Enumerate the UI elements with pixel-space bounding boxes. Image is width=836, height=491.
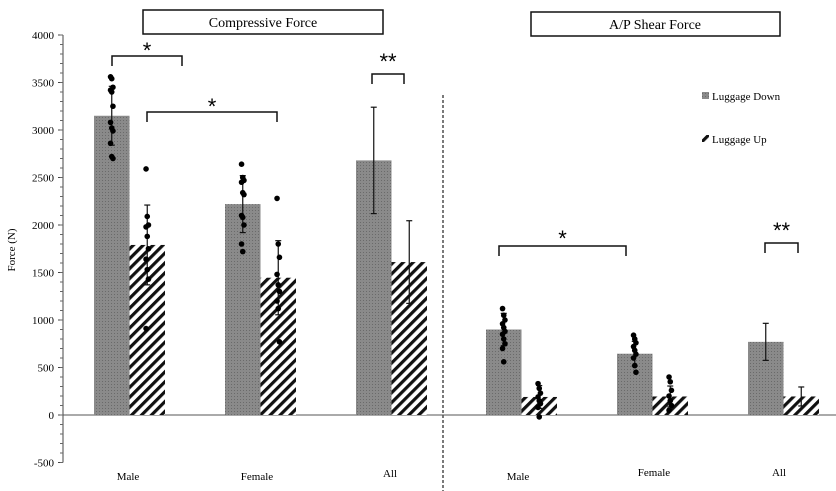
data-point	[666, 407, 672, 414]
data-point	[668, 402, 675, 409]
data-point	[499, 345, 506, 352]
data-point	[666, 374, 672, 380]
data-point	[502, 340, 508, 347]
data-point	[108, 75, 115, 82]
data-point	[238, 241, 245, 247]
data-point	[276, 254, 283, 261]
x-tick-label: Male	[117, 471, 140, 483]
data-point	[143, 256, 149, 263]
chart-title-shear: A/P Shear Force	[609, 18, 701, 33]
significance-bracket	[498, 245, 627, 256]
data-point	[143, 166, 149, 172]
data-point	[500, 336, 507, 342]
data-point	[633, 369, 639, 376]
data-point	[238, 179, 245, 186]
significance-marker: *	[208, 94, 217, 119]
chart-title-compressive: Compressive Force	[209, 16, 317, 31]
legend-swatch-down	[702, 92, 709, 99]
legend-label-down: Luggage Down	[712, 91, 781, 103]
significance-bracket	[764, 242, 799, 253]
data-point	[536, 414, 543, 420]
significance-marker: **	[773, 218, 791, 243]
data-point	[110, 103, 116, 110]
data-point	[668, 387, 675, 394]
bar-luggage-down	[94, 115, 130, 415]
x-tick-label: All	[772, 467, 786, 479]
data-point	[238, 161, 245, 167]
data-point	[110, 155, 116, 162]
title-box-shear	[530, 11, 781, 37]
data-point	[239, 248, 246, 255]
y-tick-label: 2500	[32, 173, 55, 185]
y-tick-label: 1500	[32, 268, 55, 280]
data-point	[667, 397, 674, 404]
y-tick-label: 2000	[32, 220, 55, 232]
data-point	[630, 355, 637, 361]
significance-bracket	[146, 111, 278, 122]
data-point	[274, 298, 280, 304]
y-tick-label: -500	[34, 458, 55, 470]
data-point	[239, 214, 246, 221]
x-tick-label: Female	[241, 471, 273, 483]
data-point	[107, 119, 114, 126]
data-point	[499, 331, 506, 338]
title-box-compressive	[142, 9, 384, 35]
data-point	[667, 378, 674, 385]
y-axis-label: Force (N)	[6, 228, 18, 271]
data-point	[666, 393, 672, 399]
significance-bracket	[111, 55, 183, 66]
y-tick-label: 500	[38, 363, 55, 375]
data-point	[275, 241, 282, 247]
data-point	[274, 271, 280, 278]
data-point	[145, 276, 152, 282]
x-tick-label: All	[383, 468, 397, 480]
data-point	[275, 305, 282, 312]
data-point	[144, 233, 151, 240]
data-point	[631, 362, 638, 369]
y-tick-label: 4000	[32, 30, 55, 42]
data-point	[499, 305, 506, 312]
data-point	[276, 339, 283, 345]
data-point	[276, 288, 283, 295]
legend: Luggage Down Luggage Up	[702, 91, 781, 146]
data-point	[535, 404, 541, 411]
data-point	[500, 359, 507, 365]
data-point	[143, 325, 149, 332]
legend-swatch-up	[702, 135, 709, 142]
significance-marker: **	[379, 49, 397, 74]
data-point	[145, 245, 152, 252]
bar-luggage-down	[225, 204, 261, 415]
data-point	[500, 312, 507, 319]
data-point	[536, 385, 543, 392]
significance-marker: *	[558, 226, 567, 251]
significance-marker: *	[143, 38, 152, 63]
data-point	[241, 191, 247, 198]
data-point	[107, 140, 114, 147]
data-point	[241, 222, 247, 228]
x-tick-label: Male	[507, 471, 530, 483]
data-point	[143, 224, 149, 230]
data-point	[144, 266, 151, 273]
data-point	[275, 282, 282, 288]
data-point	[274, 195, 280, 202]
y-tick-label: 3500	[32, 78, 55, 90]
legend-label-up: Luggage Up	[712, 134, 767, 146]
y-tick-label: 3000	[32, 125, 55, 137]
x-tick-label: Female	[638, 467, 670, 479]
y-tick-label: 1000	[32, 315, 55, 327]
significance-bracket	[371, 73, 405, 84]
y-tick-label: 0	[49, 410, 55, 422]
data-point	[110, 128, 116, 134]
data-point	[108, 89, 115, 95]
data-point	[535, 380, 541, 387]
data-point	[144, 213, 151, 220]
